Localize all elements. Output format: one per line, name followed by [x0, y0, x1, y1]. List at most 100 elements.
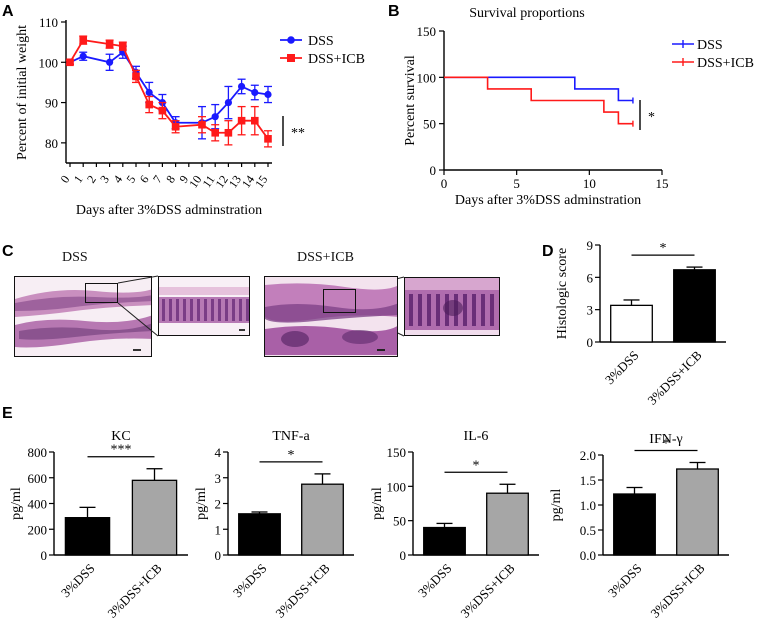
histology-image-dss-icb-zoom	[404, 277, 500, 336]
b-survival-line-0	[444, 76, 633, 102]
histology-image-dss-icb-overview	[264, 276, 398, 357]
panel-letter-d: D	[542, 243, 554, 260]
a-point-1	[79, 36, 87, 44]
a-point-1	[105, 40, 114, 48]
a-point-1	[237, 116, 246, 125]
panel-letter-a: A	[2, 3, 14, 20]
histology-image-dss-zoom	[158, 276, 250, 336]
a-point-0	[238, 82, 246, 91]
e-ifn-y-tick-label: 0.0	[580, 548, 596, 563]
histology-zoom-box-dss	[85, 283, 118, 303]
panel-letter-e: E	[2, 405, 13, 422]
e-kc-y-tick-label: 600	[28, 471, 48, 486]
d-significance-label: *	[660, 241, 667, 256]
e-ifn-bar-1	[676, 468, 719, 556]
b-x-tick-label: 10	[583, 176, 596, 191]
b-y-tick-label: 100	[417, 70, 437, 85]
panel-letter-b: B	[388, 3, 400, 20]
e-il6-y-tick-label: 0	[400, 548, 407, 563]
b-legend-label-0: DSS	[697, 38, 723, 53]
b-x-axis-label: Days after 3%DSS adminstration	[455, 193, 641, 208]
histology-label-dss-icb: DSS+ICB	[297, 250, 354, 265]
d-bar-0	[610, 304, 653, 343]
a-legend-marker-0	[287, 36, 295, 44]
a-y-tick-label: 100	[39, 55, 59, 70]
a-point-1	[145, 100, 153, 109]
e-tnf-y-tick-label: 4	[215, 445, 222, 460]
panel-letter-c: C	[2, 243, 14, 260]
b-y-axis-label: Percent survival	[403, 55, 418, 146]
e-il6-y-tick-label: 150	[387, 445, 407, 460]
e-ifn-y-tick-label: 1.5	[580, 473, 596, 488]
e-tnf-y-tick-label: 1	[215, 522, 222, 537]
a-point-0	[106, 58, 114, 66]
e-kc-y-axis-label: pg/ml	[9, 487, 24, 520]
e-kc-y-tick-label: 0	[41, 548, 48, 563]
a-x-axis-label: Days after 3%DSS adminstration	[76, 203, 262, 218]
e-kc-y-tick-label: 200	[28, 522, 48, 537]
e-ifn-y-tick-label: 0.5	[580, 523, 596, 538]
e-tnf-y-axis-label: pg/ml	[194, 487, 209, 520]
b-y-tick-label: 0	[430, 163, 437, 178]
a-y-tick-label: 110	[39, 15, 58, 30]
e-tnf-y-tick-label: 2	[215, 497, 222, 512]
d-y-tick-label: 3	[587, 303, 594, 318]
e-ifn-significance-label: *	[663, 437, 670, 452]
e-il6-significance-label: *	[473, 458, 480, 473]
histology-zoom-box-dss-icb	[323, 289, 356, 313]
a-y-tick-label: 90	[45, 96, 58, 111]
a-point-1	[211, 128, 219, 137]
e-il6-bar-1	[486, 492, 529, 556]
e-il6-y-axis-label: pg/ml	[370, 487, 385, 520]
a-point-0	[79, 52, 87, 60]
a-y-axis-label: Percent of initial weight	[15, 25, 30, 160]
e-tnf-title: TNF-a	[272, 429, 310, 444]
e-tnf-bar-1	[301, 483, 344, 556]
b-title: Survival proportions	[469, 6, 585, 21]
a-point-0	[224, 98, 232, 107]
histology-image-dss-overview	[14, 276, 152, 357]
a-point-0	[251, 88, 259, 97]
a-point-0	[264, 90, 272, 99]
e-kc-significance-label: ***	[111, 443, 132, 458]
e-ifn-title: IFN-γ	[649, 432, 682, 447]
d-y-tick-label: 9	[587, 238, 594, 253]
b-x-tick-label: 15	[656, 176, 669, 191]
a-point-0	[145, 88, 153, 97]
a-y-tick-label: 80	[45, 136, 58, 151]
d-y-axis-label: Histologic score	[555, 248, 570, 339]
e-kc-y-tick-label: 400	[28, 497, 48, 512]
a-point-1	[171, 122, 180, 131]
d-y-tick-label: 0	[587, 335, 594, 350]
b-y-tick-label: 50	[423, 117, 436, 132]
e-ifn-y-tick-label: 1.0	[580, 498, 596, 513]
a-point-1	[119, 42, 127, 50]
a-point-1	[66, 58, 74, 67]
e-il6-y-tick-label: 50	[393, 514, 406, 529]
a-point-1	[198, 120, 206, 129]
a-significance-label: **	[291, 126, 305, 141]
a-legend-label-1: DSS+ICB	[308, 52, 365, 67]
e-kc-bar-0	[64, 517, 111, 556]
e-ifn-bar-0	[613, 493, 656, 556]
a-legend-marker-1	[287, 54, 295, 62]
a-point-1	[251, 116, 259, 125]
e-tnf-y-tick-label: 3	[215, 471, 222, 486]
a-point-1	[264, 135, 272, 143]
e-kc-bar-1	[131, 479, 178, 556]
b-x-tick-label: 0	[441, 176, 448, 191]
b-y-tick-label: 150	[417, 24, 437, 39]
e-kc-title: KC	[111, 429, 130, 444]
e-kc-y-tick-label: 800	[28, 445, 48, 460]
e-il6-title: IL-6	[464, 429, 489, 444]
e-il6-y-tick-label: 100	[387, 479, 407, 494]
e-il6-bar-0	[423, 526, 466, 556]
b-significance-label: *	[648, 110, 655, 125]
a-point-1	[224, 128, 233, 137]
histology-label-dss: DSS	[62, 250, 88, 265]
e-tnf-bar-0	[238, 513, 281, 556]
b-legend-label-1: DSS+ICB	[697, 56, 754, 71]
d-y-tick-label: 6	[587, 270, 594, 285]
e-ifn-y-axis-label: pg/ml	[549, 489, 564, 522]
